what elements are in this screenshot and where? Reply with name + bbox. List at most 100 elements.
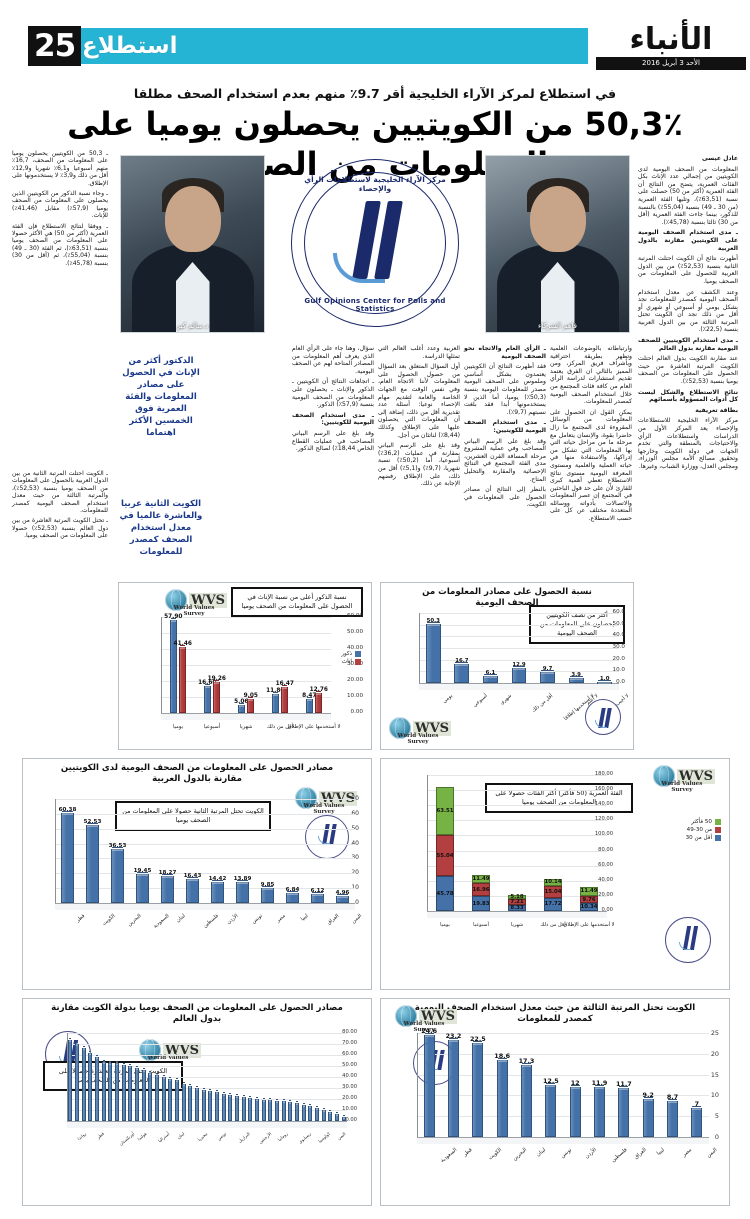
x-axis-label: العراق: [633, 1147, 648, 1161]
paper-logo: الأنباء الأحد 3 أبريل 2016: [596, 25, 746, 70]
chart-legend: 50 فأكثر من 30-49 أقل من 30: [686, 819, 721, 843]
y-axis-tick: 60.00: [346, 613, 363, 619]
globe-icon: [165, 589, 187, 611]
bar-value-label: 19.26: [207, 676, 226, 683]
wvs-badge: WVS World Values Survey: [294, 787, 357, 815]
x-axis-label: لبنان: [534, 1147, 547, 1159]
legend-label: أقل من 30: [685, 835, 712, 841]
wvs-badge: WVS World Values Survey: [389, 717, 452, 745]
y-axis-tick: 30.00: [342, 1084, 357, 1090]
legend-label: من 30-49: [686, 827, 712, 833]
stacked-bar: 10.34 9.76 11.49: [580, 887, 598, 911]
gridline: [67, 1055, 347, 1056]
y-axis-tick: 20.00: [346, 677, 363, 683]
legend-label: 50 فأكثر: [691, 819, 712, 825]
bar: [261, 1097, 266, 1121]
x-axis-label: تونس: [250, 913, 264, 926]
y-axis-tick: 120.00: [594, 816, 613, 823]
y-axis-tick: 160.00: [594, 786, 613, 793]
bar: 13.89: [234, 876, 251, 903]
x-axis-label: اليمن: [350, 913, 363, 925]
chart-callout: أكثر من نصف الكويتيين يحصلون على المعلوم…: [529, 605, 625, 644]
gridline: [417, 1033, 709, 1034]
x-axis-label: السعودية: [439, 1147, 459, 1165]
gridline: [417, 1074, 709, 1076]
bar-value-label: 18.6: [494, 1051, 511, 1060]
x-axis-label: فلسطين: [609, 1147, 628, 1164]
y-axis-line: [161, 617, 162, 713]
stack-segment: 17.72: [544, 897, 562, 911]
bar: 7: [691, 1100, 703, 1137]
paragraph: مركز الآراء الخليجية للاستطلاعات والإحصا…: [638, 417, 738, 470]
paragraph: أول السؤال المتعلق بعد السؤال من حصول ال…: [378, 363, 460, 439]
bar-value-label: 9.05: [243, 692, 258, 699]
y-axis-tick: 10: [351, 884, 359, 892]
article-column-a: عادل عيسى المعلومات من الصحف اليومية لدى…: [638, 155, 738, 565]
bar: 11.7: [616, 1080, 632, 1137]
bar-value-label: 16.60: [198, 680, 217, 687]
y-axis-tick: 0.00: [350, 709, 363, 715]
bar: [321, 1108, 326, 1121]
bar: [68, 1037, 73, 1121]
bar: [81, 1046, 86, 1121]
gridline: [161, 665, 331, 666]
x-axis-label: الأردن: [225, 913, 239, 926]
stack-segment: 19.83: [472, 896, 490, 911]
x-axis-label: قطر: [96, 1131, 106, 1140]
bar: [301, 1102, 306, 1121]
stack-segment: 11.49: [580, 887, 598, 896]
segment-value-label: 5.18: [510, 894, 524, 901]
segment-value-label: 11.49: [472, 875, 490, 882]
bar: 11.9: [592, 1079, 607, 1137]
article-column-right-2: ـ الكويت احتلت المرتبة الثانية من بين ال…: [12, 470, 108, 543]
subheading: ـ مدى استخدام الكويتيين للصحف اليومية مق…: [638, 337, 738, 352]
bar: 9.05: [244, 693, 258, 713]
legend-swatch: [715, 835, 721, 841]
wvs-logo-text: WVS: [413, 720, 452, 736]
y-axis-tick: 30: [351, 854, 359, 862]
gridline: [67, 1044, 347, 1045]
bar: [281, 1099, 286, 1121]
bar: [341, 1114, 346, 1121]
gridline: [67, 1033, 347, 1034]
y-axis-tick: 0: [714, 1133, 719, 1141]
stack-segment: 9.76: [580, 895, 598, 904]
gridline: [419, 613, 619, 614]
stack-segment: 11.49: [472, 874, 490, 884]
chart-callout: الفئة العمرية (50 فأكثر) أكثر الفئات حصو…: [485, 783, 633, 813]
chart-title: مصادر الحصول على المعلومات من الصحف اليو…: [60, 763, 334, 784]
legend-label: ذكور: [341, 651, 352, 657]
photo-right: فاهم الشركاء: [485, 155, 630, 333]
bar-value-label: 18.27: [158, 869, 177, 876]
y-axis-line: [67, 1033, 68, 1121]
stack-segment: 15.04: [544, 886, 562, 898]
x-axis-label: أوزبكستان: [118, 1131, 136, 1147]
segment-value-label: 45.78: [436, 890, 454, 897]
bar-value-label: 52.53: [83, 818, 102, 825]
segment-value-label: 10.14: [544, 879, 562, 886]
bar: [248, 1095, 253, 1121]
article-column-c: ـ الرأي العام والاتجاه نحو الصحف اليومية…: [464, 345, 546, 512]
bar: [108, 1060, 113, 1121]
bar: [135, 1066, 139, 1121]
x-axis-label: أستراليا: [157, 1131, 171, 1144]
bar: [221, 1091, 226, 1121]
x-axis-label: هولندا: [136, 1131, 148, 1142]
page-number: 25: [28, 26, 82, 66]
y-axis-tick: 20.00: [598, 891, 613, 898]
paragraph: وقد بلغ على الرسم البياني بمقارنة في عمل…: [378, 442, 460, 488]
stack-segment: 5.18: [508, 894, 526, 901]
chart-callout: الكويت تحتل المرتبة الثانية حصولا على ال…: [115, 801, 271, 831]
legend-swatch: [715, 819, 721, 825]
bar: 8.47: [302, 693, 316, 713]
y-axis-tick: 10.00: [342, 1106, 357, 1112]
gridline: [67, 1077, 347, 1078]
bar-value-label: 24.6: [421, 1026, 438, 1035]
legend-swatch: [355, 659, 361, 665]
x-axis-label: رومانيا: [276, 1131, 289, 1143]
axis-floor: [427, 911, 607, 918]
photo-left: د.سالم كبر: [120, 155, 265, 333]
bar: [228, 1092, 233, 1121]
gridline: [67, 1110, 347, 1111]
